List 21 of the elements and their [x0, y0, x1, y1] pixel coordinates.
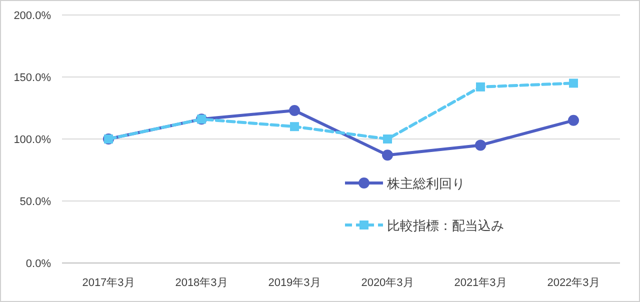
x-tick-label: 2017年3月 — [82, 277, 135, 289]
point — [568, 114, 579, 126]
x-tick-label: 2018年3月 — [175, 277, 228, 289]
y-tick-label: 100.0% — [14, 134, 52, 146]
point — [475, 140, 486, 151]
legend-label: 株主総利回り — [386, 176, 465, 191]
x-tick-label: 2019年3月 — [268, 277, 321, 289]
y-tick-label: 0.0% — [26, 258, 52, 270]
x-tick-label: 2020年3月 — [361, 277, 414, 289]
y-tick-label: 50.0% — [20, 196, 52, 208]
point — [569, 78, 578, 88]
point — [383, 134, 392, 144]
point — [382, 150, 393, 161]
point — [289, 104, 300, 116]
y-tick-label: 200.0% — [14, 10, 52, 22]
point — [476, 82, 485, 92]
legend-label: 比較指標：配当込み — [387, 218, 504, 233]
y-tick-label: 150.0% — [14, 72, 52, 84]
x-tick-label: 2021年3月 — [454, 277, 507, 289]
x-tick-label: 2022年3月 — [547, 277, 600, 289]
point — [290, 122, 299, 132]
